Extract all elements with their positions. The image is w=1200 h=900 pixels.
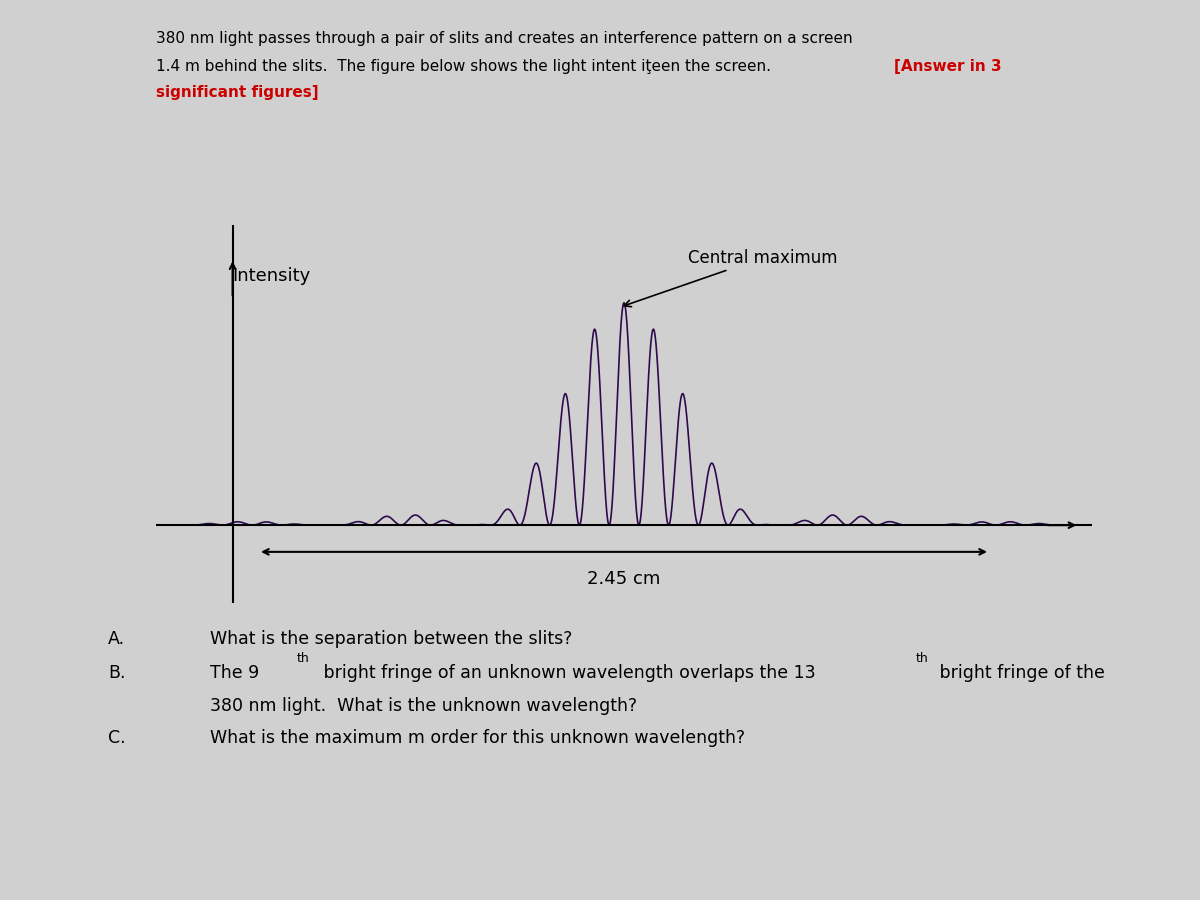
Text: Central maximum: Central maximum [624,248,838,307]
Text: th: th [296,652,310,665]
Text: The 9: The 9 [210,664,259,682]
Text: [Answer in 3: [Answer in 3 [894,58,1002,74]
Text: A.: A. [108,630,125,648]
Text: B.: B. [108,664,126,682]
Text: 1.4 m behind the slits.  The figure below shows the light intent iţeen the scree: 1.4 m behind the slits. The figure below… [156,58,781,74]
Text: What is the separation between the slits?: What is the separation between the slits… [210,630,572,648]
Text: th: th [916,652,929,665]
Text: bright fringe of an unknown wavelength overlaps the 13: bright fringe of an unknown wavelength o… [318,664,816,682]
Text: significant figures]: significant figures] [156,86,319,101]
Text: 380 nm light.  What is the unknown wavelength?: 380 nm light. What is the unknown wavele… [210,697,637,715]
Text: bright fringe of the: bright fringe of the [934,664,1104,682]
Text: 2.45 cm: 2.45 cm [587,570,661,588]
Text: C.: C. [108,729,126,747]
Text: 380 nm light passes through a pair of slits and creates an interference pattern : 380 nm light passes through a pair of sl… [156,32,853,47]
Text: What is the maximum m order for this unknown wavelength?: What is the maximum m order for this unk… [210,729,745,747]
Text: Intensity: Intensity [233,267,311,285]
